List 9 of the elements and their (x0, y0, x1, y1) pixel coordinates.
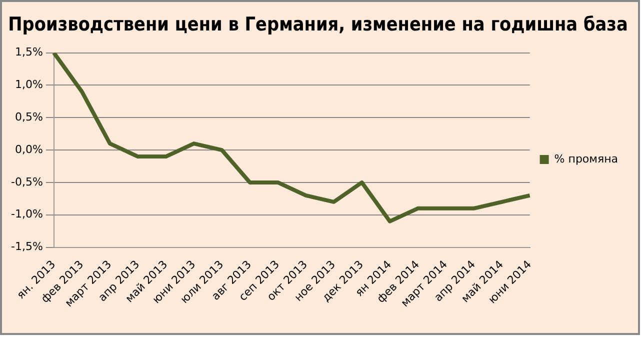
chart-title: Производствени цени в Германия, изменение на годишна база (8, 13, 628, 36)
y-tick-label: 1,5% (14, 46, 43, 59)
legend-label: % промяна (554, 152, 618, 166)
y-tick-label: -0,5% (10, 175, 43, 188)
y-tick-label: -1,0% (10, 208, 43, 221)
y-tick-label: -1,5% (10, 240, 43, 254)
y-tick-label: 0,0% (14, 142, 43, 156)
y-tick-label: 1,0% (14, 78, 43, 92)
y-tick-label: 0,5% (14, 110, 43, 124)
